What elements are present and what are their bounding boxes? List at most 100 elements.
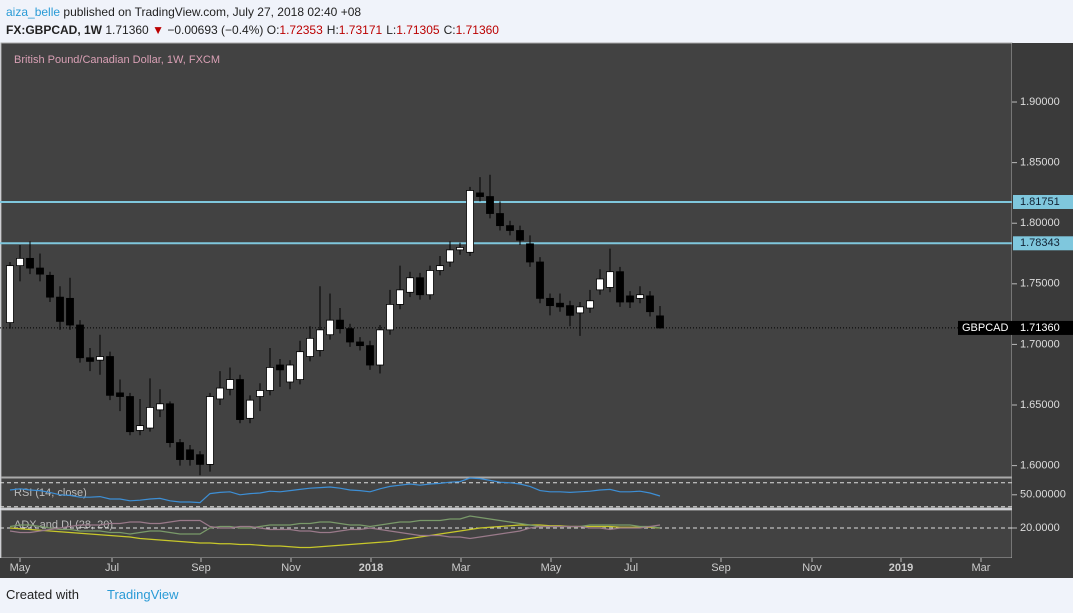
candle-body <box>216 387 224 400</box>
candle-body <box>456 247 464 251</box>
header: aiza_belle published on TradingView.com,… <box>6 3 503 39</box>
y-tick-label: 1.60000 <box>1020 460 1060 472</box>
candle-body <box>126 396 134 433</box>
candle-body <box>566 305 574 316</box>
author[interactable]: aiza_belle <box>6 5 61 19</box>
y-tick-label: 1.70000 <box>1020 338 1060 350</box>
ohlc-key: L: <box>386 23 397 37</box>
candle-body <box>56 296 64 322</box>
candle-body <box>376 329 384 366</box>
ohlc: O:1.72353 H:1.73171 L:1.71305 C:1.71360 <box>267 23 503 37</box>
ohlc-value: 1.72353 <box>279 23 323 37</box>
candle-body <box>16 257 24 267</box>
x-tick-label: May <box>541 562 562 574</box>
candle-body <box>386 304 394 331</box>
candle-body <box>76 324 84 359</box>
x-tick-label: Nov <box>281 562 301 574</box>
candle-body <box>476 192 484 197</box>
x-tick-label: Jul <box>624 562 638 574</box>
x-tick-label: 2018 <box>359 562 383 574</box>
candle-body <box>526 243 534 263</box>
arrow: ▼ <box>152 23 164 37</box>
level-tag <box>1013 236 1073 251</box>
candle-body <box>536 261 544 299</box>
candle-body <box>626 295 634 303</box>
brand[interactable]: TradingView <box>106 587 179 602</box>
candle-body <box>296 351 304 380</box>
candle-body <box>656 315 664 329</box>
candle-body <box>116 392 124 397</box>
candle-body <box>466 190 474 253</box>
created: Created with <box>6 587 79 602</box>
candle-body <box>106 356 114 396</box>
candle-body <box>446 249 454 263</box>
y-tick-label: 1.90000 <box>1020 96 1060 108</box>
y-tick-label: 1.85000 <box>1020 157 1060 169</box>
ohlc-key: C: <box>443 23 456 37</box>
x-tick-label: May <box>10 562 31 574</box>
ohlc-value: 1.71360 <box>455 23 499 37</box>
candle-body <box>286 364 294 383</box>
candle-body <box>646 295 654 313</box>
candle-body <box>486 196 494 214</box>
y-tick-label: 1.65000 <box>1020 399 1060 411</box>
y-tick-label: 1.75000 <box>1020 278 1060 290</box>
candle-body <box>246 399 254 419</box>
candle-body <box>166 403 174 443</box>
candle-body <box>406 277 414 293</box>
published: published on TradingView.com, July 27, 2… <box>63 5 362 19</box>
last-symbol: GBPCAD <box>962 322 1009 334</box>
candle-body <box>416 277 424 296</box>
candle-body <box>606 271 614 288</box>
candle-body <box>336 319 344 330</box>
candle-body <box>86 357 94 362</box>
candle-body <box>156 403 164 411</box>
y-tick-label: 20.0000 <box>1020 522 1060 534</box>
candle-body <box>186 449 194 460</box>
candle-body <box>236 379 244 420</box>
candle-body <box>6 265 14 323</box>
candle-body <box>306 337 314 357</box>
candle-body <box>276 364 284 371</box>
candle-body <box>196 454 204 465</box>
candle-body <box>36 267 44 275</box>
x-tick-label: Nov <box>802 562 822 574</box>
candle-body <box>266 367 274 391</box>
x-tick-label: 2019 <box>889 562 913 574</box>
candle-body <box>326 319 334 336</box>
y-tick-label: 50.00000 <box>1020 489 1066 501</box>
footer: Created with TradingView <box>6 587 179 602</box>
x-tick-label: Sep <box>711 562 731 574</box>
ohlc-value: 1.71305 <box>396 23 440 37</box>
level-label: 1.81751 <box>1020 196 1060 208</box>
candle-body <box>356 341 364 347</box>
x-tick-label: Jul <box>105 562 119 574</box>
candle-body <box>26 257 34 269</box>
ohlc-key: H: <box>326 23 339 37</box>
last-label: 1.71360 <box>1020 322 1060 334</box>
candle-body <box>316 329 324 351</box>
candle-body <box>426 270 434 296</box>
candle-body <box>616 271 624 303</box>
candle-body <box>576 306 584 314</box>
indicator-line <box>9 519 661 540</box>
candle-body <box>96 356 104 361</box>
symbol: FX:GBPCAD, 1W <box>6 23 102 37</box>
candle-body <box>256 390 264 397</box>
ohlc-value: 1.73171 <box>338 23 383 37</box>
candle-body <box>176 442 184 460</box>
candle-body <box>66 297 74 326</box>
price: 1.71360 <box>105 23 149 37</box>
y-tick-label: 1.80000 <box>1020 217 1060 229</box>
candle-body <box>136 425 144 431</box>
candle-body <box>586 300 594 309</box>
candle-body <box>366 345 374 366</box>
candle-body <box>146 407 154 429</box>
price-axis <box>1012 43 1073 578</box>
last-tag <box>958 320 1073 335</box>
x-tick-label: Mar <box>452 562 471 574</box>
change: −0.00693 (−0.4%) <box>167 23 264 37</box>
chart: British Pound/Canadian Dollar, 1W, FXCM 1… <box>0 42 1073 578</box>
indicator-line <box>9 477 661 504</box>
